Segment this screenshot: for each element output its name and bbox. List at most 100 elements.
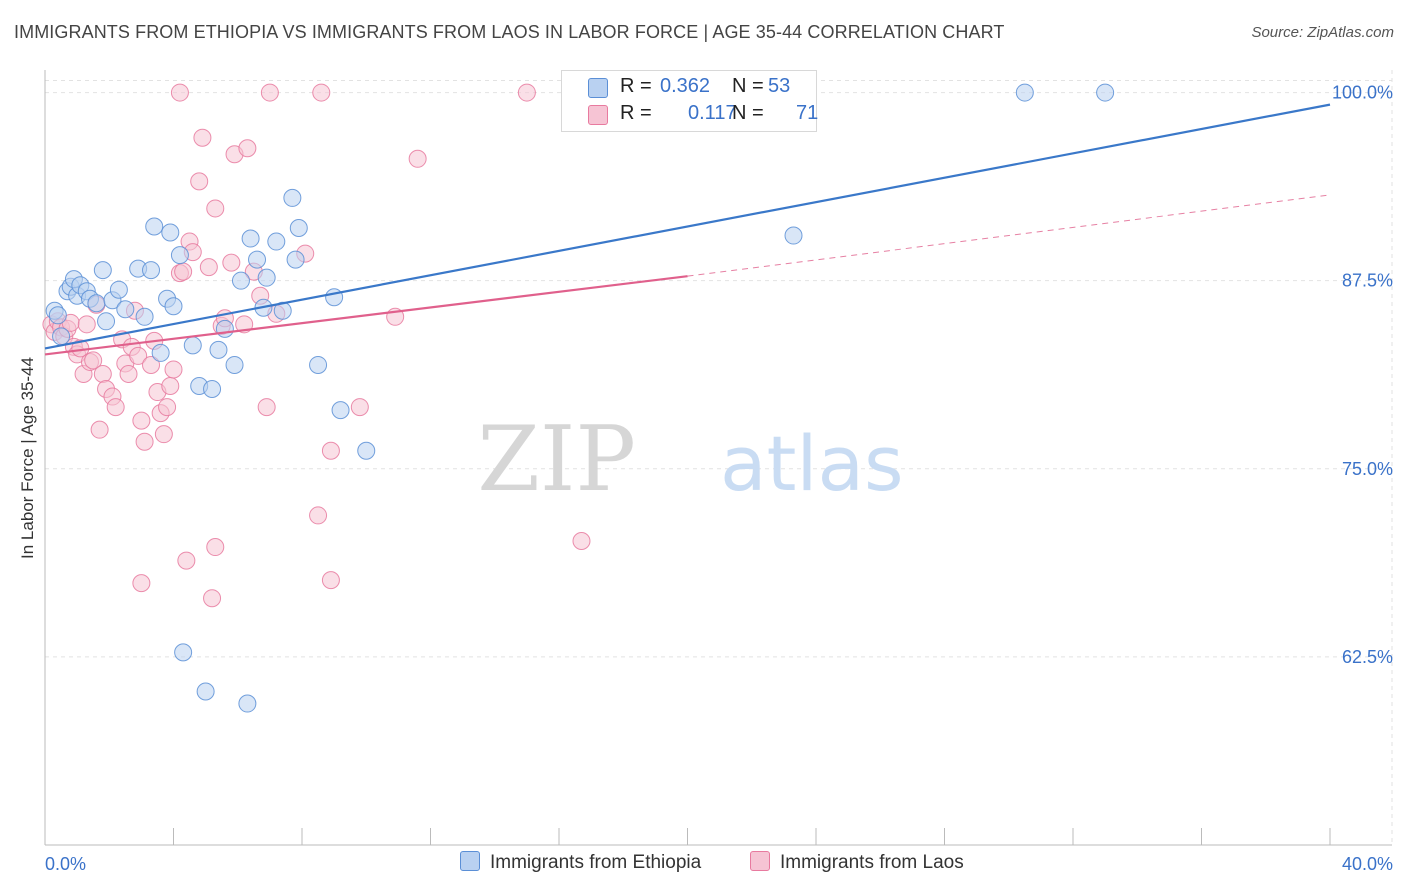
ethiopia-point: [286, 250, 305, 269]
tick-label-layer: 62.5% 75.0% 87.5% 100.0% 0.0% 40.0%: [45, 83, 1393, 874]
ethiopia-point: [309, 355, 328, 374]
watermark-atlas: atlas: [720, 419, 904, 508]
laos-point: [132, 411, 151, 430]
laos-point: [312, 83, 331, 102]
ethiopia-point: [97, 312, 116, 331]
laos-point: [199, 258, 218, 277]
ethiopia-point: [215, 319, 234, 338]
laos-point: [129, 346, 148, 365]
watermark: ZIP atlas: [477, 407, 903, 512]
ethiopia-point: [135, 307, 154, 326]
ethiopia-point: [225, 355, 244, 374]
ethiopia-point: [238, 694, 257, 713]
ethiopia-point: [784, 226, 803, 245]
laos-point: [321, 571, 340, 590]
bottom-legend-label-laos: Immigrants from Laos: [780, 852, 964, 873]
ethiopia-point: [289, 219, 308, 238]
laos-point: [135, 432, 154, 451]
laos-point: [142, 355, 161, 374]
laos-trend-line: [44, 275, 688, 356]
ethiopia-point: [241, 229, 260, 248]
legend-r-label: R =: [620, 75, 652, 97]
laos-trend-extension: [687, 194, 1331, 277]
laos-point: [222, 253, 241, 272]
watermark-zip: ZIP: [477, 407, 636, 512]
ethiopia-point: [161, 223, 180, 242]
laos-point: [158, 398, 177, 417]
ethiopia-point: [231, 271, 250, 290]
y-tick-label: 100.0%: [1332, 83, 1393, 103]
x-tick-label-min: 0.0%: [45, 854, 86, 874]
ethiopia-point: [196, 682, 215, 701]
laos-point: [257, 398, 276, 417]
legend-n-value: 53: [768, 75, 791, 97]
ethiopia-point: [183, 336, 202, 355]
legend-swatch-ethiopia: [588, 78, 608, 98]
laos-point: [190, 172, 209, 191]
ethiopia-point: [283, 188, 302, 207]
ethiopia-point: [52, 327, 71, 346]
axes-layer: [44, 70, 1392, 846]
legend-swatch-laos: [588, 105, 608, 125]
ethiopia-point: [325, 288, 344, 307]
ethiopia-point: [257, 268, 276, 287]
chart-source: Source: ZipAtlas.com: [1251, 24, 1394, 41]
bottom-legend-ethiopia: Immigrants from Ethiopia: [460, 851, 701, 874]
laos-point: [161, 377, 180, 396]
ethiopia-point: [248, 250, 267, 269]
legend-n-label: N =: [732, 75, 764, 97]
ethiopia-point: [116, 300, 135, 319]
ethiopia-point: [174, 643, 193, 662]
y-tick-label: 87.5%: [1342, 271, 1393, 291]
ethiopia-point: [87, 294, 106, 313]
laos-point: [164, 360, 183, 379]
legend-n-label: N =: [732, 102, 764, 124]
laos-point: [203, 589, 222, 608]
laos-point: [77, 315, 96, 334]
ethiopia-point: [151, 343, 170, 362]
ethiopia-trend-line: [44, 103, 1331, 350]
ethiopia-point: [145, 217, 164, 236]
ethiopia-point: [1015, 83, 1034, 102]
laos-point: [90, 420, 109, 439]
laos-point: [309, 506, 328, 525]
ethiopia-point: [164, 297, 183, 316]
ethiopia-point: [357, 441, 376, 460]
y-tick-label: 62.5%: [1342, 647, 1393, 667]
bottom-legend-label-ethiopia: Immigrants from Ethiopia: [490, 852, 702, 873]
points-layer: [42, 83, 1115, 713]
laos-point: [206, 538, 225, 557]
ethiopia-point: [48, 306, 67, 325]
y-axis-label: In Labor Force | Age 35-44: [18, 357, 37, 559]
ethiopia-point: [109, 280, 128, 299]
laos-point: [517, 83, 536, 102]
correlation-legend: R = 0.362 N = 53 R = 0.117 N = 71: [561, 70, 819, 132]
laos-point: [84, 351, 103, 370]
legend-r-label: R =: [620, 102, 652, 124]
laos-point: [93, 364, 112, 383]
laos-point: [177, 551, 196, 570]
bottom-legend-laos: Immigrants from Laos: [750, 851, 964, 874]
laos-point: [350, 398, 369, 417]
ethiopia-point: [93, 261, 112, 280]
bottom-legend-swatch-ethiopia: [460, 851, 480, 871]
y-tick-label: 75.0%: [1342, 459, 1393, 479]
legend-n-value: 71: [796, 102, 819, 124]
legend-r-value: 0.117: [688, 102, 737, 124]
laos-point: [174, 262, 193, 281]
laos-point: [572, 532, 591, 551]
chart-title: IMMIGRANTS FROM ETHIOPIA VS IMMIGRANTS F…: [14, 22, 1005, 42]
ethiopia-point: [142, 261, 161, 280]
ethiopia-point: [267, 232, 286, 251]
x-tick-label-max: 40.0%: [1342, 854, 1393, 874]
laos-point: [321, 441, 340, 460]
legend-r-value: 0.362: [660, 75, 711, 97]
grid-layer: [45, 70, 1393, 845]
ethiopia-point: [203, 380, 222, 399]
ethiopia-point: [209, 340, 228, 359]
ethiopia-point: [170, 246, 189, 265]
laos-point: [193, 128, 212, 147]
laos-point: [106, 398, 125, 417]
bottom-legend-swatch-laos: [750, 851, 770, 871]
laos-point: [170, 83, 189, 102]
